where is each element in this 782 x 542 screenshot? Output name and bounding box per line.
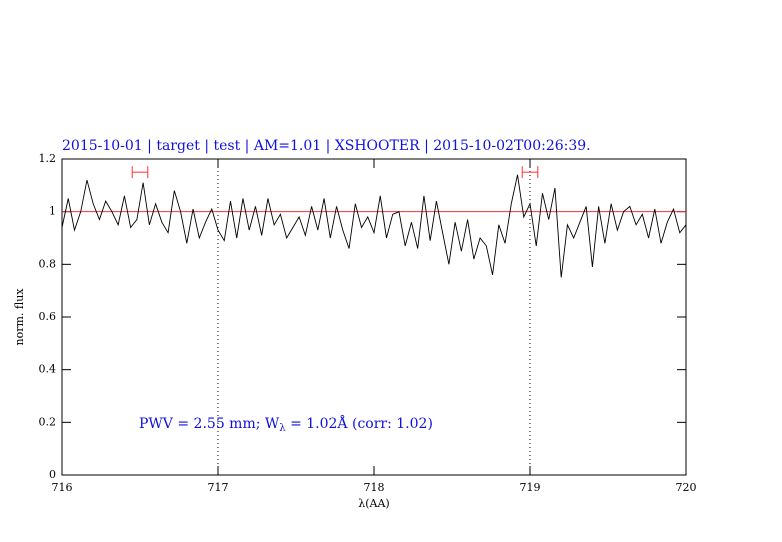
annotation-subscript: λ (279, 423, 286, 434)
annotation: PWV = 2.55 mm; Wλ = 1.02Å (corr: 1.02) (139, 414, 433, 434)
x-tick-label: 716 (52, 481, 73, 494)
y-tick-label: 0.2 (39, 415, 57, 428)
annotation-text: PWV = 2.55 mm; W (139, 416, 280, 432)
y-tick-label: 1 (49, 205, 56, 218)
y-tick-label: 0.6 (39, 310, 57, 323)
y-axis-label: norm. flux (13, 288, 26, 346)
error-marker (521, 166, 539, 179)
annotation-text: = 1.02Å (corr: 1.02) (286, 414, 433, 432)
spectrum-line (61, 174, 687, 278)
y-tick-label: 0 (49, 468, 56, 481)
chart-title: 2015-10-01 | target | test | AM=1.01 | X… (62, 138, 591, 154)
error-marker (131, 166, 149, 179)
y-tick-label: 0.8 (39, 257, 57, 270)
x-tick-label: 718 (364, 481, 385, 494)
x-tick-label: 720 (676, 481, 697, 494)
y-tick-label: 0.4 (39, 363, 57, 376)
x-tick-label: 717 (208, 481, 229, 494)
x-axis-label: λ(AA) (358, 497, 389, 510)
y-tick-label: 1.2 (39, 152, 57, 165)
x-tick-label: 719 (520, 481, 541, 494)
